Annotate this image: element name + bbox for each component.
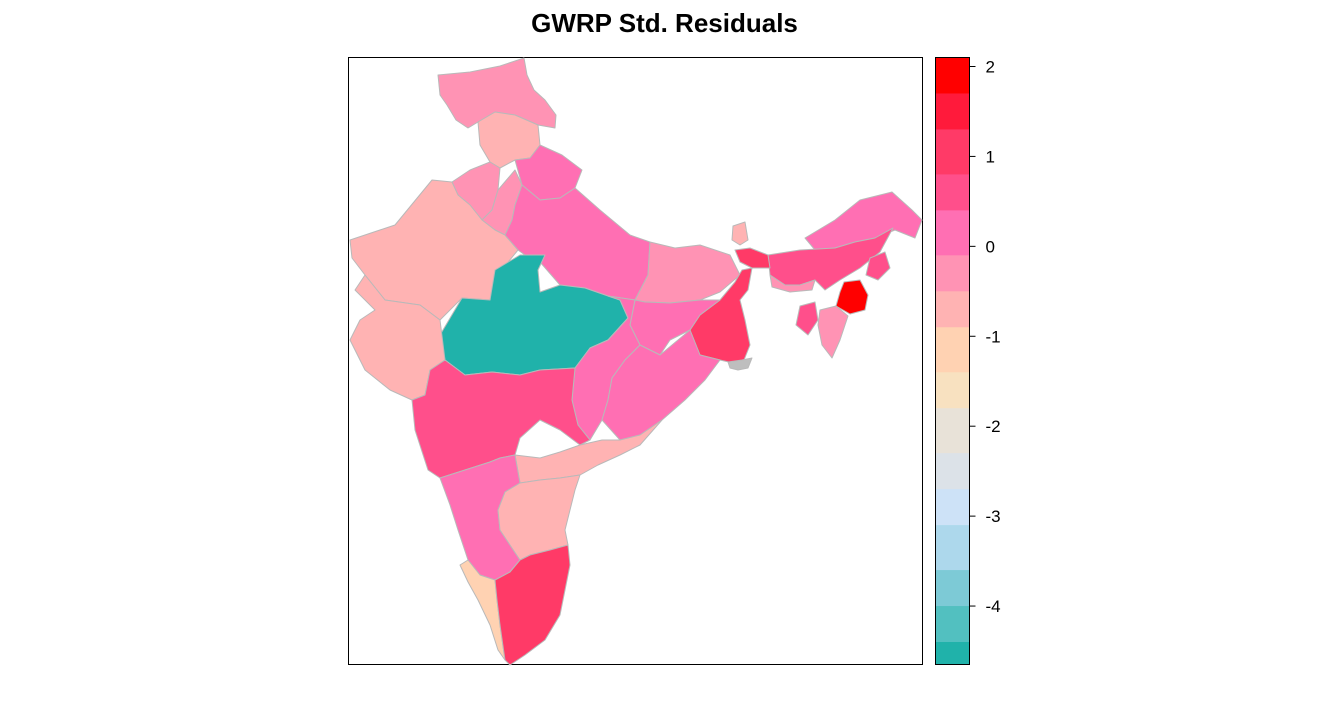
region-west-bengal-north: [734, 247, 771, 269]
color-key-bin: [935, 372, 970, 409]
map-title: GWRP Std. Residuals: [531, 8, 798, 38]
color-key-tick-label: 2: [986, 57, 995, 76]
color-key-bin: [935, 291, 970, 328]
region-bihar: [634, 241, 741, 304]
color-key-tick-label: 0: [986, 237, 995, 256]
color-key-bin: [935, 129, 970, 175]
region-mizoram: [817, 305, 849, 359]
region-sikkim: [731, 221, 749, 246]
color-key: 2 1 0 -1 -2 -3 -4: [935, 57, 1001, 665]
region-manipur: [835, 279, 869, 315]
color-key-bin: [935, 570, 970, 607]
color-key-bin: [935, 57, 970, 94]
region-meghalaya: [769, 274, 816, 293]
region-tamil-nadu: [494, 544, 571, 666]
color-key-tick-label: -1: [986, 327, 1001, 346]
color-key-bin: [935, 327, 970, 373]
color-key-bin: [935, 408, 970, 454]
color-key-bin: [935, 93, 970, 130]
color-key-tick-label: -3: [986, 507, 1001, 526]
region-jammu-kashmir: [437, 57, 557, 129]
region-tripura: [795, 301, 819, 336]
color-key-bin: [935, 255, 970, 292]
color-key-tick-label: 1: [986, 147, 995, 166]
color-key-bin: [935, 453, 970, 490]
color-key-frame: [935, 57, 970, 665]
color-key-bin: [935, 525, 970, 571]
india-state-map: [349, 57, 923, 666]
color-key-tick-label: -4: [986, 597, 1001, 616]
region-sundarbans: [727, 357, 753, 371]
color-key-bin: [935, 174, 970, 211]
color-key-bin: [935, 210, 970, 256]
color-key-tick-label: -2: [986, 417, 1001, 436]
color-key-bin: [935, 606, 970, 643]
color-key-bin: [935, 642, 970, 665]
color-key-bin: [935, 489, 970, 526]
region-andhra-pradesh-south: [497, 474, 581, 561]
region-nagaland: [865, 251, 891, 281]
